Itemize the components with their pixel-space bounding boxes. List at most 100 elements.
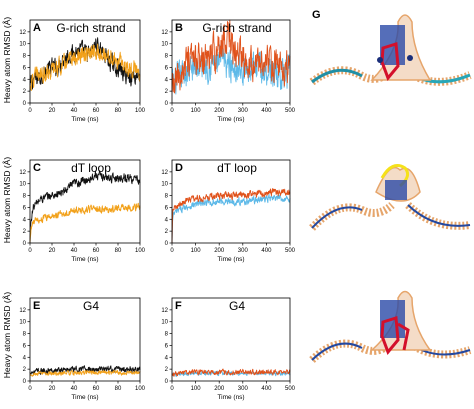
y-tick-label-e: 6 [23,343,27,349]
plot-frame-e [29,297,141,382]
panel-title-a: G-rich strand [56,21,125,35]
panel-a: 0 20 40 60 80 100 0 2 4 6 8 10 12 Time (ns) A G-rich st… [19,19,146,123]
y-tick-label-e: 0 [23,379,27,385]
y-tick-label-d: 8 [165,194,169,200]
y-tick-label-f: 6 [165,343,169,349]
x-axis-title-d: Time (ns) [217,256,244,263]
y-tick-label-a: 10 [19,42,26,48]
structure-g4-highlight [309,290,472,363]
x-tick-label-f: 0 [170,386,174,392]
y-tick-label-d: 6 [165,205,169,211]
x-tick-label-a: 0 [28,108,32,114]
y-tick-label-f: 12 [161,308,168,314]
panel-c: 0 20 40 60 80 100 0 2 4 6 8 10 12 Time (ns) C dT loop [19,159,146,263]
y-tick-label-a: 6 [23,65,27,71]
x-axis-title-e: Time (ns) [71,394,98,401]
panel-e: 0 20 40 60 80 100 0 2 4 6 8 10 12 Time (ns) E G4 [19,297,146,401]
x-tick-label-b: 500 [285,108,296,114]
series-line-e-1 [29,365,141,376]
series-line-d-2 [171,188,291,244]
panel-title-e: G4 [83,299,99,313]
series-line-b-2 [171,19,291,94]
y-tick-label-b: 2 [165,89,169,95]
series-line-f-2 [171,368,291,377]
y-tick-label-b: 12 [161,30,168,36]
plot-frame-d [171,159,291,244]
panel-letter-c: C [33,162,41,174]
x-tick-label-e: 0 [28,386,32,392]
y-tick-label-e: 12 [19,308,26,314]
y-axis-label-row3: Heavy atom RMSD (Å) [2,292,12,379]
x-axis-title-f: Time (ns) [217,394,244,401]
y-tick-label-d: 4 [165,217,169,223]
series-line-b-1 [171,44,291,95]
y-tick-label-b: 10 [161,42,168,48]
y-tick-label-f: 10 [161,320,168,326]
plot-frame-b [171,19,291,104]
y-tick-label-c: 6 [23,205,27,211]
y-tick-label-a: 4 [23,77,27,83]
x-tick-label-b: 200 [214,108,225,114]
series-line-a-1 [29,37,141,92]
y-tick-label-d: 12 [161,170,168,176]
y-tick-label-c: 10 [19,182,26,188]
y-tick-label-c: 4 [23,217,27,223]
panel-d: 0 100 200 300 400 500 0 2 4 6 8 10 12 Time (ns) D dT lo… [161,159,296,263]
y-tick-label-a: 8 [23,54,27,60]
x-tick-label-f: 500 [285,386,296,392]
y-tick-label-d: 2 [165,229,169,235]
y-tick-label-a: 2 [23,89,27,95]
x-tick-label-f: 400 [261,386,272,392]
x-tick-label-f: 100 [191,386,202,392]
x-tick-label-d: 500 [285,248,296,254]
y-tick-label-b: 8 [165,54,169,60]
x-tick-label-f: 300 [238,386,249,392]
x-tick-label-b: 400 [261,108,272,114]
x-tick-label-e: 60 [93,386,100,392]
x-tick-label-a: 20 [49,108,56,114]
panel-title-d: dT loop [217,161,257,175]
series-line-d-1 [171,194,291,244]
x-tick-label-d: 300 [238,248,249,254]
plot-frame-f [171,297,291,382]
structure-dt-loop-highlight [309,164,471,231]
panel-title-b: G-rich strand [202,21,271,35]
x-tick-label-e: 40 [71,386,78,392]
panel-title-c: dT loop [71,161,111,175]
series-line-a-2 [29,43,141,91]
x-tick-label-c: 20 [49,248,56,254]
x-tick-label-d: 200 [214,248,225,254]
x-axis-title-b: Time (ns) [217,116,244,123]
y-tick-label-a: 0 [23,101,27,107]
y-tick-label-e: 8 [23,332,27,338]
x-tick-label-e: 100 [135,386,146,392]
panel-f: 0 100 200 300 400 500 0 2 4 6 8 10 12 Time (ns) F G4 [161,297,296,401]
plot-frame-c [29,159,141,244]
panel-b: 0 100 200 300 400 500 0 2 4 6 8 10 12 Time (ns) B G-ric… [161,19,296,123]
x-axis-title-a: Time (ns) [71,116,98,123]
y-tick-label-e: 10 [19,320,26,326]
structure-g-rich-highlight [309,14,472,86]
panel-g-structures: G [309,9,472,363]
x-tick-label-e: 20 [49,386,56,392]
x-tick-label-c: 80 [115,248,122,254]
y-tick-label-c: 8 [23,194,27,200]
x-tick-label-a: 80 [115,108,122,114]
y-axis-label-row1: Heavy atom RMSD (Å) [2,17,12,104]
y-tick-label-e: 4 [23,355,27,361]
y-tick-label-e: 2 [23,367,27,373]
y-tick-label-b: 6 [165,65,169,71]
y-axis-label-row2: Heavy atom RMSD (Å) [2,157,12,244]
series-line-e-2 [29,369,141,377]
panel-letter-d: D [175,162,183,174]
y-tick-label-b: 0 [165,101,169,107]
x-tick-label-d: 0 [170,248,174,254]
series-line-c-1 [29,170,141,244]
x-tick-label-a: 40 [71,108,78,114]
panel-letter-g: G [312,9,321,21]
y-tick-label-b: 4 [165,77,169,83]
y-tick-label-f: 4 [165,355,169,361]
x-tick-label-c: 100 [135,248,146,254]
